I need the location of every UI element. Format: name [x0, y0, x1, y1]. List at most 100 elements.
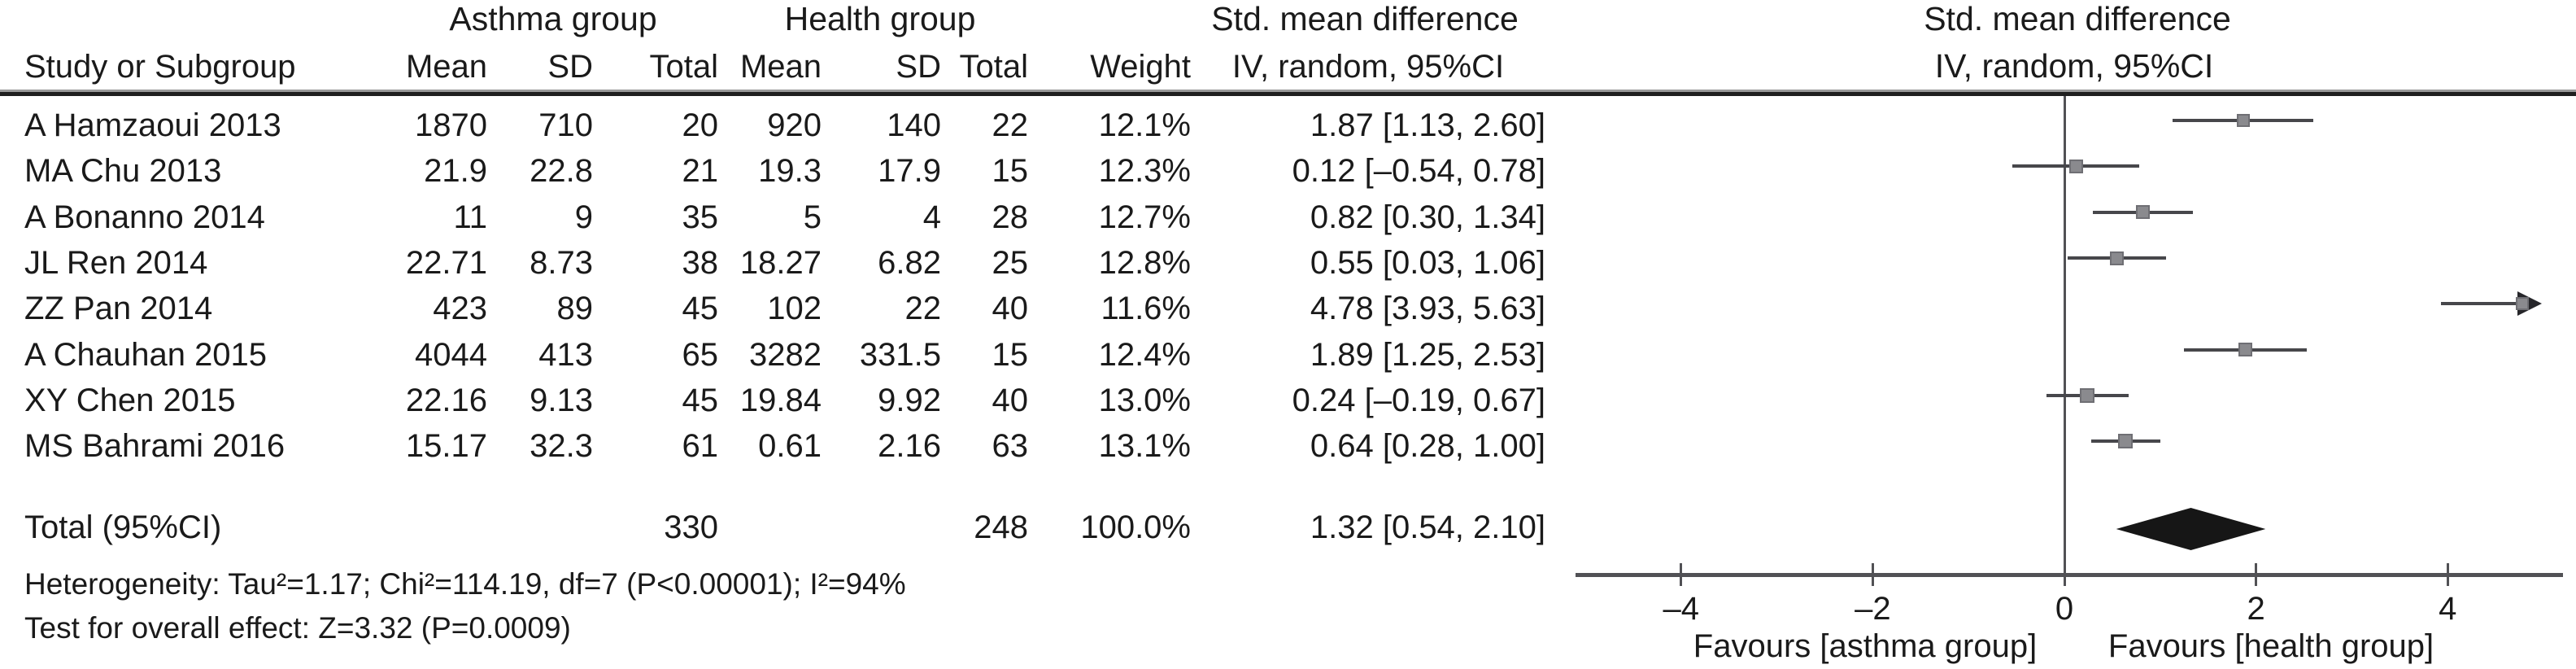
cell-a_sd	[487, 509, 593, 546]
cell-a_total: Total	[649, 49, 719, 85]
cell-a_total: 61	[682, 428, 719, 465]
cell-ci_text: 0.55 [0.03, 1.06]	[1310, 245, 1545, 282]
cell-h_sd: 140	[887, 107, 941, 143]
cell-ci_text: 0.24 [–0.19, 0.67]	[1292, 383, 1545, 419]
table-row-column-headers: Study or Subgroup Mean SD Total Mean SD Total W…	[0, 48, 1545, 85]
cell-ci_text: 1.87 [1.13, 2.60]	[1310, 107, 1545, 143]
axis-tick	[1871, 563, 1874, 586]
favours-left-label: Favours [asthma group]	[1693, 628, 2038, 664]
cell-weight: 13.0%	[1098, 383, 1191, 419]
cell-h_total: Total	[959, 49, 1029, 85]
tick-label: 4	[2439, 591, 2457, 627]
table-row-study-6: XY Chen 2015 22.16 9.13 45 19.84 9.92 40 13.0% 0…	[0, 382, 1545, 419]
cell-a_sd: 413	[538, 336, 593, 373]
cell-h_total: 40	[992, 383, 1029, 419]
table-row-study-2: A Bonanno 2014 11 9 35 5 4 28 12.7% 0.82 [0.30, …	[0, 199, 1545, 236]
cell-a_mean: 423	[433, 291, 487, 327]
cell-a_sd: 9	[574, 199, 593, 235]
cell-a_mean: 22.71	[405, 245, 487, 282]
cell-study: A Chauhan 2015	[24, 336, 268, 373]
cell-h_sd: 6.82	[878, 245, 941, 282]
cell-h_mean: 3282	[749, 336, 822, 373]
cell-h_total: 15	[992, 153, 1029, 190]
cell-h_mean: 0.61	[758, 428, 822, 465]
cell-weight: 12.3%	[1098, 153, 1191, 190]
cell-ci_text: IV, random, 95%CI	[1231, 49, 1505, 85]
cell-ci_text: 1.89 [1.25, 2.53]	[1310, 336, 1545, 373]
axis-line	[1576, 573, 2563, 577]
table-row-total: Total (95%CI) 330 248 100.0% 1.32 [0.54, 2.1…	[0, 509, 1545, 546]
tick-label: 2	[2247, 591, 2265, 627]
cell-a_mean: Mean	[405, 49, 487, 85]
cell-study: MS Bahrami 2016	[24, 428, 285, 465]
cell-a_total: 45	[682, 383, 719, 419]
plot-title: Std. mean difference	[1924, 0, 2231, 37]
cell-a_sd: 22.8	[530, 153, 593, 190]
favours-right-label: Favours [health group]	[2107, 628, 2434, 664]
cell-study: A Bonanno 2014	[24, 199, 265, 235]
cell-a_total: 65	[682, 336, 719, 373]
summary-diamond	[2116, 508, 2266, 550]
cell-h_total: 40	[992, 291, 1029, 327]
tick-label: –2	[1855, 591, 1891, 627]
cell-h_total: 248	[974, 509, 1028, 545]
axis-tick	[2446, 563, 2449, 586]
cell-weight: 12.1%	[1098, 107, 1191, 143]
cell-h_sd: 4	[922, 199, 941, 235]
cell-weight: Weight	[1090, 49, 1191, 85]
table-row-study-1: MA Chu 2013 21.9 22.8 21 19.3 17.9 15 12.3% 0.12…	[0, 152, 1545, 190]
cell-h_total: 25	[992, 245, 1029, 282]
ci-line	[2440, 302, 2517, 306]
cell-h_sd	[822, 509, 941, 546]
cell-h_sd: 22	[904, 291, 942, 327]
cell-h_total: 63	[992, 428, 1029, 465]
cell-h_sd: SD	[896, 49, 941, 85]
effect-marker	[2118, 434, 2134, 449]
cell-a_sd: 32.3	[530, 428, 593, 465]
cell-h_sd: 331.5	[859, 336, 941, 373]
cell-h_mean: Mean	[739, 49, 822, 85]
cell-h_sd: 17.9	[878, 153, 941, 190]
cell-h_mean: 102	[767, 291, 822, 327]
cell-a_sd: 9.13	[530, 383, 593, 419]
cell-study: A Hamzaoui 2013	[24, 107, 281, 143]
cell-study: MA Chu 2013	[24, 153, 222, 190]
cell-a_total: 330	[664, 509, 718, 545]
cell-weight: 13.1%	[1098, 428, 1191, 465]
effect-marker	[2136, 205, 2151, 220]
effect-marker	[2068, 159, 2083, 173]
cell-h_total: 28	[992, 199, 1029, 235]
cell-a_mean: 11	[453, 199, 487, 235]
effect-marker	[2237, 114, 2251, 127]
axis-tick	[1680, 563, 1683, 586]
cell-h_sd: 2.16	[878, 428, 941, 465]
cell-h_mean: 5	[803, 199, 822, 235]
axis-tick	[2063, 563, 2066, 586]
table-row-study-3: JL Ren 2014 22.71 8.73 38 18.27 6.82 25 12.8% 0.…	[0, 244, 1545, 282]
health-group-header: Health group	[784, 0, 976, 37]
cell-a_mean: 1870	[415, 107, 487, 143]
cell-h_total: 15	[992, 336, 1029, 373]
cell-a_total: 45	[682, 291, 719, 327]
cell-a_mean	[362, 509, 487, 546]
cell-a_mean: 21.9	[424, 153, 487, 190]
cell-a_sd: 710	[538, 107, 593, 143]
cell-a_total: 35	[682, 199, 719, 235]
cell-a_sd: 89	[556, 291, 594, 327]
cell-ci_text: 4.78 [3.93, 5.63]	[1310, 291, 1545, 327]
cell-weight: 12.4%	[1098, 336, 1191, 373]
effect-marker	[2080, 388, 2095, 404]
cell-a_mean: 22.16	[405, 383, 487, 419]
cell-h_mean: 18.27	[739, 245, 822, 282]
plot-subtitle: IV, random, 95%CI	[1934, 47, 2214, 85]
cell-study: XY Chen 2015	[24, 383, 236, 419]
table-row-study-0: A Hamzaoui 2013 1870 710 20 920 140 22 12.1% 1.8…	[0, 107, 1545, 144]
effect-marker	[2110, 251, 2125, 265]
overall-effect-note: Test for overall effect: Z=3.32 (P=0.000…	[24, 611, 571, 645]
cell-study: Total (95%CI)	[24, 509, 222, 545]
smd-column-title: Std. mean difference	[1211, 0, 1519, 37]
cell-weight: 12.8%	[1098, 245, 1191, 282]
zero-line	[2063, 96, 2066, 575]
asthma-group-header: Asthma group	[449, 0, 657, 37]
cell-ci_text: 0.64 [0.28, 1.00]	[1310, 428, 1545, 465]
